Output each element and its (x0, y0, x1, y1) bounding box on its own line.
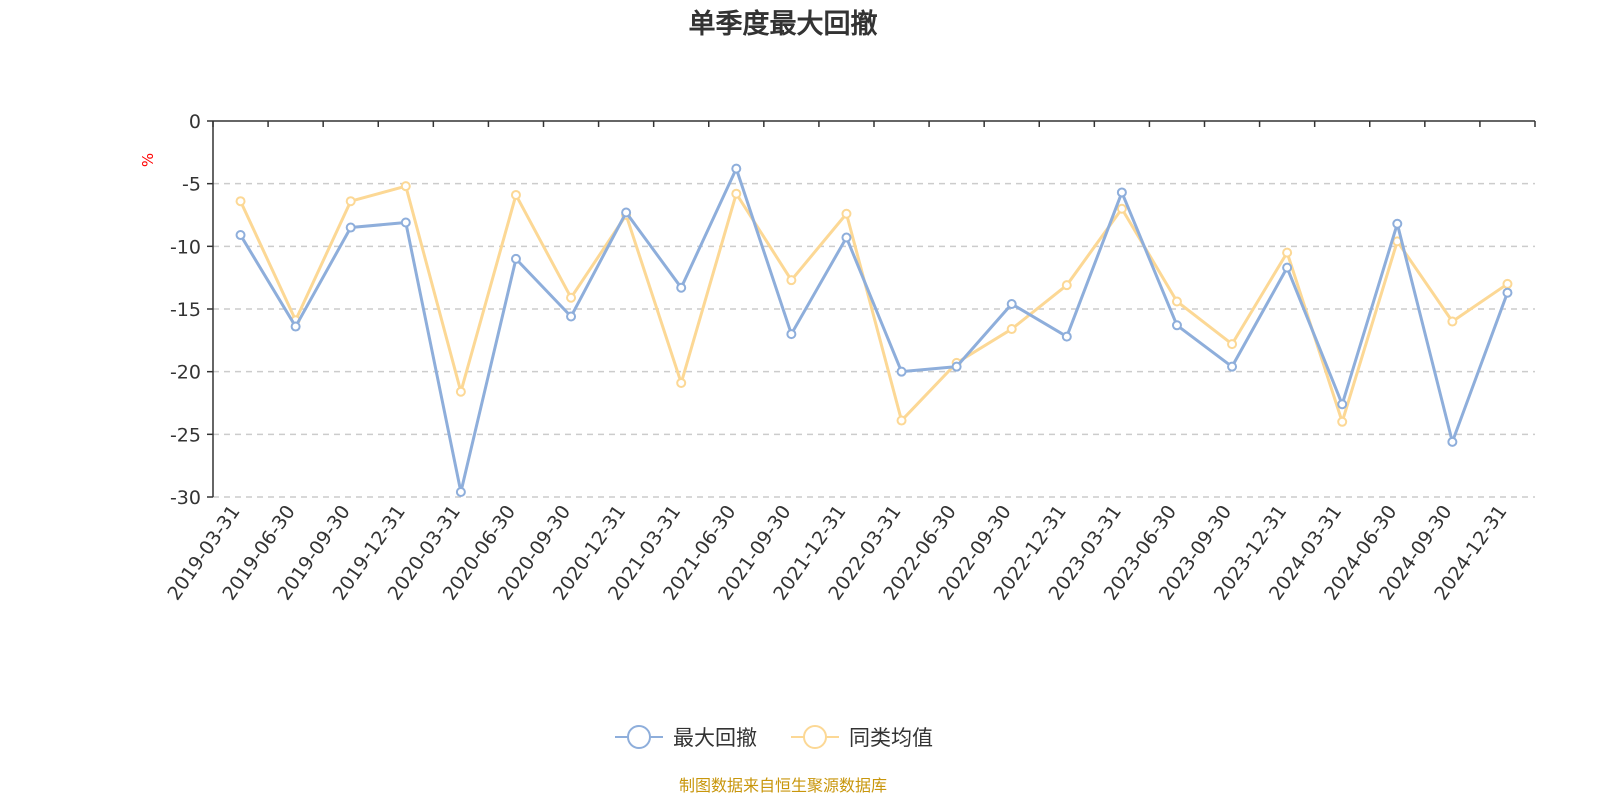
data-point (290, 321, 301, 332)
data-point (841, 232, 852, 243)
data-point (1337, 416, 1348, 427)
data-point (951, 361, 962, 372)
data-point (345, 222, 356, 233)
data-point (400, 217, 411, 228)
y-tick-label: -5 (182, 174, 201, 196)
y-tick-label: -15 (170, 299, 201, 321)
data-point (235, 230, 246, 241)
data-point (786, 329, 797, 340)
data-point (566, 311, 577, 322)
grid-lines (213, 182, 1535, 498)
legend-marker (803, 725, 827, 749)
legend-marker (627, 725, 651, 749)
data-point (400, 181, 411, 192)
chart-title: 单季度最大回撤 (689, 8, 878, 40)
data-point (1392, 218, 1403, 229)
data-point (566, 292, 577, 303)
data-point (345, 196, 356, 207)
data-point (1502, 287, 1513, 298)
data-point (1227, 361, 1238, 372)
y-tick-label: -25 (170, 424, 201, 446)
legend[interactable]: 最大回撤 同类均值 (615, 725, 933, 750)
data-point (896, 415, 907, 426)
data-point (1447, 316, 1458, 327)
legend-item[interactable]: 同类均值 (791, 725, 933, 750)
legend-label: 同类均值 (849, 726, 933, 750)
y-tick-label: 0 (189, 111, 201, 133)
data-point (235, 196, 246, 207)
data-source-note: 制图数据来自恒生聚源数据库 (679, 776, 887, 795)
data-point (1116, 187, 1127, 198)
axes: 0-5-10-15-20-25-302019-03-312019-06-3020… (163, 111, 1536, 604)
data-point (455, 386, 466, 397)
data-point (1061, 331, 1072, 342)
data-point (1171, 296, 1182, 307)
data-point (786, 275, 797, 286)
data-point (510, 189, 521, 200)
data-point (1061, 280, 1072, 291)
data-point (676, 377, 687, 388)
data-point (510, 253, 521, 264)
data-point (455, 486, 466, 497)
y-tick-label: -30 (170, 487, 201, 509)
data-point (1006, 324, 1017, 335)
data-point (1337, 399, 1348, 410)
data-point (1447, 436, 1458, 447)
data-point (841, 208, 852, 219)
data-point (1116, 203, 1127, 214)
y-axis-unit: % (139, 153, 157, 167)
data-point (1502, 278, 1513, 289)
legend-label: 最大回撤 (673, 726, 757, 750)
data-point (1006, 298, 1017, 309)
series-lines (235, 163, 1513, 497)
data-point (676, 282, 687, 293)
data-point (731, 188, 742, 199)
data-point (621, 207, 632, 218)
data-point (1282, 247, 1293, 258)
legend-item[interactable]: 最大回撤 (615, 725, 757, 750)
data-point (1227, 339, 1238, 350)
data-point (731, 163, 742, 174)
series-line (239, 184, 1509, 424)
data-point (1171, 320, 1182, 331)
data-point (896, 366, 907, 377)
data-point (1282, 262, 1293, 273)
series-line (239, 167, 1509, 494)
y-tick-label: -10 (170, 236, 201, 258)
y-tick-label: -20 (170, 362, 201, 384)
